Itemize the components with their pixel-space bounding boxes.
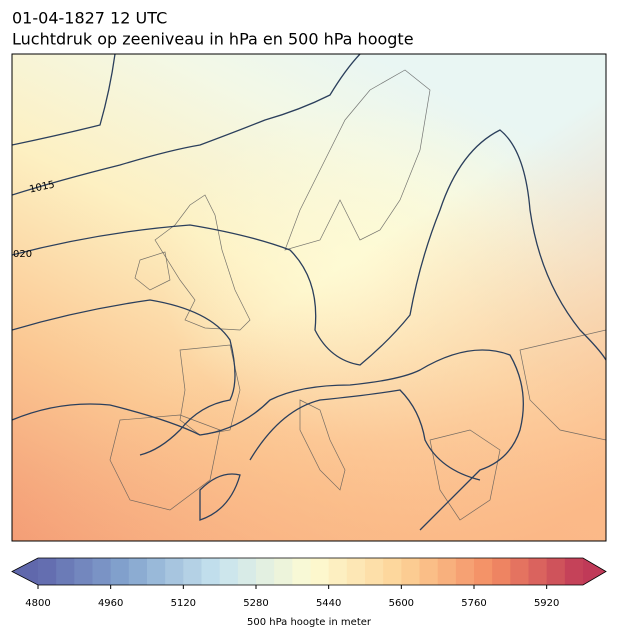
colorbar-segment: [455, 558, 475, 585]
colorbar-tick-label: 4960: [98, 598, 123, 609]
subtitle: Luchtdruk op zeeniveau in hPa en 500 hPa…: [12, 30, 414, 49]
colorbar-segment: [365, 558, 384, 585]
colorbar-segment: [437, 558, 457, 585]
map: 1015 020: [12, 54, 606, 541]
colorbar-extend-high: [583, 558, 606, 585]
colorbar-tick-label: 5760: [461, 598, 486, 609]
colorbar-tick-label: 5120: [171, 598, 196, 609]
colorbar-tick-label: 5600: [389, 598, 414, 609]
colorbar-tick-label: 5280: [243, 598, 268, 609]
colorbar-tick-label: 5440: [316, 598, 341, 609]
colorbar-segment: [38, 558, 57, 585]
contour-label: 1015: [29, 179, 56, 195]
colorbar-segment: [310, 558, 330, 585]
colorbar-segment: [237, 558, 257, 585]
colorbar-segment: [474, 558, 493, 585]
colorbar-segment: [346, 558, 366, 585]
colorbar-segment: [564, 558, 584, 585]
colorbar-segment: [419, 558, 439, 585]
colorbar-segment: [201, 558, 221, 585]
colorbar-segment: [74, 558, 93, 585]
map-frame: [11, 53, 607, 542]
colorbar-segment: [401, 558, 420, 585]
colorbar-segment: [528, 558, 548, 585]
colorbar-segment: [147, 558, 166, 585]
colorbar-segment: [546, 558, 566, 585]
colorbar-segment: [292, 558, 311, 585]
colorbar-segment: [110, 558, 130, 585]
colorbar-segment: [92, 558, 112, 585]
colorbar-tick-label: 5920: [534, 598, 559, 609]
colorbar-segment: [165, 558, 184, 585]
title: 01-04-1827 12 UTC: [12, 9, 167, 28]
colorbar-extend-low: [12, 558, 38, 585]
colorbar-tick-label: 4800: [25, 598, 50, 609]
colorbar-segment: [274, 558, 293, 585]
colorbar-label: 500 hPa hoogte in meter: [247, 617, 372, 628]
colorbar-segment: [219, 558, 239, 585]
colorbar-segment: [56, 558, 75, 585]
contour-label: 020: [13, 249, 32, 260]
colorbar-segment: [256, 558, 275, 585]
colorbar-segment: [128, 558, 148, 585]
colorbar-segment: [183, 558, 202, 585]
colorbar-segment: [492, 558, 511, 585]
colorbar-segment: [328, 558, 348, 585]
colorbar-segment: [510, 558, 529, 585]
colorbar: 4800 4960 5120 5280 5440 5600 5760 5920: [11, 557, 607, 609]
colorbar-outline: [11, 557, 607, 586]
colorbar-segment: [383, 558, 402, 585]
